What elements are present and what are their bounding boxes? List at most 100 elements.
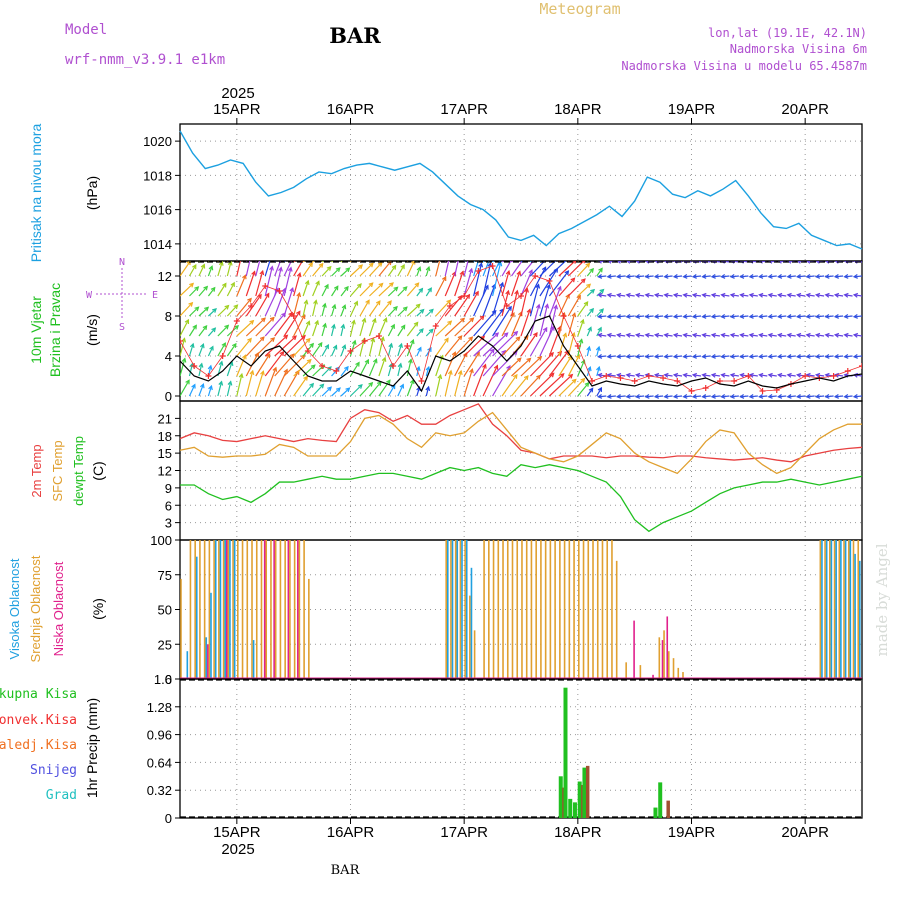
wind-arrow bbox=[482, 261, 485, 263]
wind-arrow bbox=[617, 355, 626, 358]
cloud-mid-bar bbox=[279, 540, 282, 679]
cloud-mid-bar bbox=[203, 540, 206, 679]
wind-arrow-head bbox=[279, 350, 285, 356]
wind-arrow-head bbox=[720, 274, 726, 279]
model-altitude-label: Nadmorska Visina u modelu 65.4587m bbox=[621, 59, 867, 73]
wind-arrow-head bbox=[408, 358, 413, 364]
wind-arrow-head bbox=[729, 292, 735, 298]
wind-arrow-head bbox=[309, 342, 314, 348]
wind-arrow bbox=[586, 366, 591, 377]
cloud-low-bar bbox=[207, 644, 209, 679]
wind-arrow bbox=[768, 374, 777, 377]
wind-arrow bbox=[492, 261, 501, 277]
wind-arrow-head bbox=[682, 394, 688, 399]
wind-arrow-head bbox=[194, 286, 200, 292]
cloud-high-bar bbox=[210, 592, 212, 679]
wind-arrow-head bbox=[729, 274, 735, 279]
wind-arrow bbox=[626, 374, 635, 377]
wind-arrow bbox=[198, 286, 208, 297]
wind-arrow bbox=[520, 288, 528, 317]
wind-arrow bbox=[617, 395, 626, 398]
wind-arrow bbox=[255, 293, 270, 317]
wind-arrow-head bbox=[581, 261, 586, 264]
cloud-high-bar bbox=[461, 540, 463, 679]
cloud-mid-bar bbox=[625, 662, 627, 679]
cloud-mid-bar bbox=[667, 651, 670, 679]
wind-arrow bbox=[406, 379, 414, 397]
wind-arrow-head bbox=[399, 383, 405, 389]
wind-arrow bbox=[406, 359, 412, 377]
wind-arrow-head bbox=[653, 292, 660, 298]
wind-arrow bbox=[293, 338, 311, 357]
wind-arrow bbox=[331, 387, 341, 397]
wind-arrow-head bbox=[682, 372, 688, 378]
wind-arrow-head bbox=[767, 394, 773, 399]
wind-arrow-head bbox=[739, 292, 745, 298]
wind-arrow bbox=[844, 275, 853, 278]
compass-letter: N bbox=[119, 257, 125, 268]
cloud-mid-bar bbox=[506, 540, 509, 679]
wind-arrow-head bbox=[207, 364, 213, 370]
wind-arrow-head bbox=[425, 385, 431, 392]
cloud-mid-bar bbox=[459, 540, 462, 679]
wind-arrow bbox=[711, 275, 720, 278]
wind-arrow-head bbox=[526, 308, 532, 314]
wind-arrow-head bbox=[260, 317, 266, 323]
wind-arrow-head bbox=[634, 292, 641, 298]
cloud-mid-bar bbox=[559, 540, 561, 679]
wind-arrow-head bbox=[748, 394, 754, 399]
wind-arrow bbox=[359, 318, 366, 337]
wind-arrow-head bbox=[457, 335, 463, 341]
wind-arrow bbox=[236, 338, 252, 357]
precip-conv-bar bbox=[666, 800, 670, 818]
precip-total-bar bbox=[563, 687, 568, 818]
wind-arrow-head bbox=[249, 369, 255, 376]
wind-arrow bbox=[596, 268, 603, 277]
wind-arrow bbox=[596, 346, 600, 357]
wind-arrow bbox=[312, 342, 323, 357]
wind-arrow bbox=[312, 281, 320, 297]
wind-arrow bbox=[454, 317, 474, 337]
wind-arrow bbox=[730, 275, 739, 278]
wind-arrow bbox=[350, 283, 362, 297]
y-tick-label: 0 bbox=[165, 389, 172, 404]
wind-arrow-head bbox=[625, 372, 631, 378]
cloud-mid-bar bbox=[237, 540, 239, 679]
wind-arrow-head bbox=[615, 394, 622, 399]
wind-arrow-head bbox=[644, 354, 650, 359]
wind-arrow bbox=[511, 358, 531, 377]
wind-arrow-head bbox=[843, 292, 849, 298]
wind-arrow bbox=[444, 335, 463, 357]
wind-arrow-head bbox=[535, 254, 539, 258]
top-date-label: 18APR bbox=[554, 101, 602, 118]
wind-arrow-head bbox=[327, 253, 331, 257]
pressure-ylabel: Pritisak na nivou mora bbox=[28, 124, 44, 263]
wind-arrow bbox=[416, 267, 421, 277]
wind-arrow bbox=[302, 364, 316, 377]
wind-arrow bbox=[454, 261, 459, 277]
wind-arrow bbox=[636, 275, 645, 278]
cloud-mid-bar bbox=[473, 630, 476, 679]
wind-arrow bbox=[626, 395, 635, 398]
wind-arrow bbox=[368, 261, 371, 263]
wind-arrow bbox=[350, 261, 353, 263]
wind-arrow bbox=[236, 373, 243, 397]
wind-arrow-head bbox=[833, 372, 840, 378]
cloud-mid-bar bbox=[563, 540, 566, 679]
wind-arrow bbox=[844, 395, 853, 398]
wind-arrow-head bbox=[777, 261, 782, 264]
wind-arrow-head bbox=[589, 267, 594, 273]
wind-arrow-head bbox=[634, 354, 641, 359]
wind-arrow bbox=[264, 367, 277, 397]
wind-arrow bbox=[283, 267, 292, 297]
wind-arrow-head bbox=[795, 314, 802, 319]
wind-arrow-head bbox=[777, 314, 783, 319]
y-tick-label: 0 bbox=[165, 811, 172, 826]
wind-arrow bbox=[768, 315, 777, 318]
wind-arrow bbox=[636, 315, 645, 318]
wind-arrow bbox=[368, 359, 378, 377]
wind-arrow bbox=[539, 326, 555, 357]
wind-arrow-head bbox=[606, 314, 612, 319]
wind-arrow bbox=[768, 355, 777, 358]
wind-arrow-head bbox=[587, 326, 592, 332]
